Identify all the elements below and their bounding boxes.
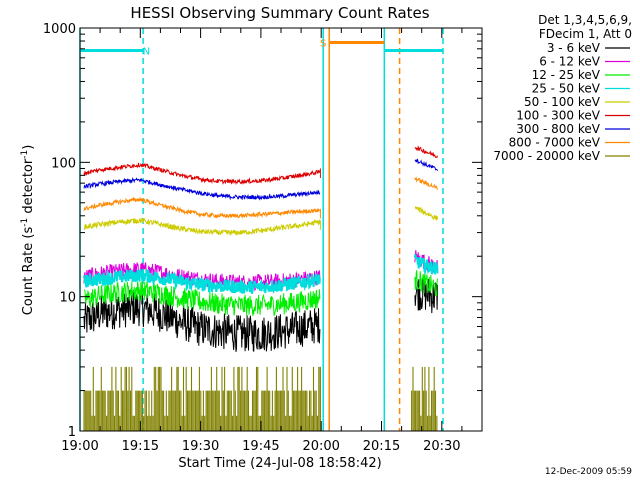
y-axis-label-sup2: -1 <box>20 150 30 159</box>
legend-header-1: Det 1,3,4,5,6,9, <box>538 13 632 27</box>
state-label: N <box>143 46 150 57</box>
y-axis-label-part1: Count Rate (s <box>21 227 36 316</box>
legend-entry-label: 300 - 800 keV <box>516 122 600 136</box>
y-tick-label: 1 <box>68 425 76 440</box>
series-line <box>83 289 321 352</box>
series-line <box>83 176 321 201</box>
x-tick-label: 20:30 <box>423 439 460 454</box>
state-label: S <box>320 38 326 49</box>
legend: Det 1,3,4,5,6,9, FDecim 1, Att 0 3 - 6 k… <box>493 13 632 163</box>
series-line <box>414 176 438 190</box>
y-tick-label: 10 <box>59 291 76 306</box>
y-axis-label-part3: ) <box>21 145 36 150</box>
y-tick-label: 100 <box>51 156 76 171</box>
plot-area: NS <box>79 28 444 431</box>
series-line <box>414 275 438 314</box>
series-line <box>413 254 439 275</box>
y-axis: 1 10 100 1000 <box>43 22 482 440</box>
series-line <box>83 196 321 219</box>
series-line <box>83 162 321 186</box>
x-tick-label: 19:30 <box>182 439 219 454</box>
timestamp: 12-Dec-2009 05:59 <box>545 467 632 477</box>
legend-entry-label: 3 - 6 keV <box>547 41 601 55</box>
x-tick-label: 20:15 <box>363 439 400 454</box>
y-axis-label-part2: detector <box>21 158 36 218</box>
series-line <box>83 217 321 236</box>
series-line <box>414 206 438 221</box>
x-tick-label: 20:00 <box>302 439 339 454</box>
legend-header-2: FDecim 1, Att 0 <box>539 27 632 41</box>
series-line <box>83 366 438 431</box>
legend-entry-label: 12 - 25 keV <box>532 68 601 82</box>
plot-frame <box>79 27 483 432</box>
legend-entry-label: 25 - 50 keV <box>532 82 601 96</box>
x-axis: 19:00 19:15 19:30 19:45 20:00 20:15 20:30 <box>61 28 483 454</box>
x-tick-label: 19:15 <box>122 439 159 454</box>
series-line <box>414 158 438 171</box>
series-line <box>83 268 321 294</box>
legend-entry-label: 7000 - 20000 keV <box>493 149 600 163</box>
x-tick-label: 19:45 <box>242 439 279 454</box>
series-line <box>83 280 321 317</box>
y-axis-label: Count Rate (s-1 detector-1) <box>20 145 36 316</box>
y-tick-label: 1000 <box>43 22 76 37</box>
x-axis-label: Start Time (24-Jul-08 18:58:42) <box>178 456 381 471</box>
y-axis-label-sup1: -1 <box>20 218 30 227</box>
legend-entry-label: 50 - 100 keV <box>524 95 601 109</box>
series-line <box>414 270 438 297</box>
legend-entry-label: 6 - 12 keV <box>539 55 601 69</box>
series-line <box>414 145 438 158</box>
chart-title: HESSI Observing Summary Count Rates <box>130 4 429 22</box>
legend-entry-label: 100 - 300 keV <box>516 109 600 123</box>
legend-entry-label: 800 - 7000 keV <box>509 136 601 150</box>
x-tick-label: 19:00 <box>61 439 98 454</box>
